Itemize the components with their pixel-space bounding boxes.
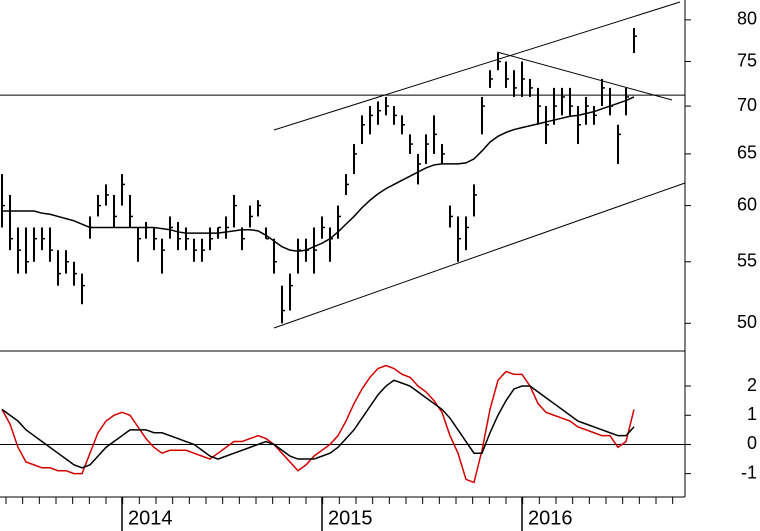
y-tick-label: 75: [737, 50, 757, 70]
y-tick-label: 65: [737, 143, 757, 163]
y-tick-label: 1: [747, 404, 757, 424]
down-trend: [496, 51, 673, 101]
x-tick-label: 2014: [128, 507, 173, 529]
y-tick-label: 60: [737, 194, 757, 214]
oscillator-line: [1, 364, 635, 484]
lower-channel: [273, 182, 686, 329]
y-tick-label: 80: [737, 9, 757, 29]
y-tick-label: 2: [747, 375, 757, 395]
y-tick-label: 70: [737, 95, 757, 115]
trend-lines: [0, 0, 686, 498]
oscillator-line: [1, 379, 635, 469]
moving-average: [2, 96, 635, 253]
upper-channel: [273, 1, 681, 131]
y-tick-label: 55: [737, 251, 757, 271]
x-tick-label: 2015: [328, 507, 373, 529]
y-tick-label: -1: [741, 462, 757, 482]
y-tick-label: 0: [747, 433, 757, 453]
y-tick-label: 50: [737, 312, 757, 332]
x-tick-label: 2016: [528, 507, 573, 529]
